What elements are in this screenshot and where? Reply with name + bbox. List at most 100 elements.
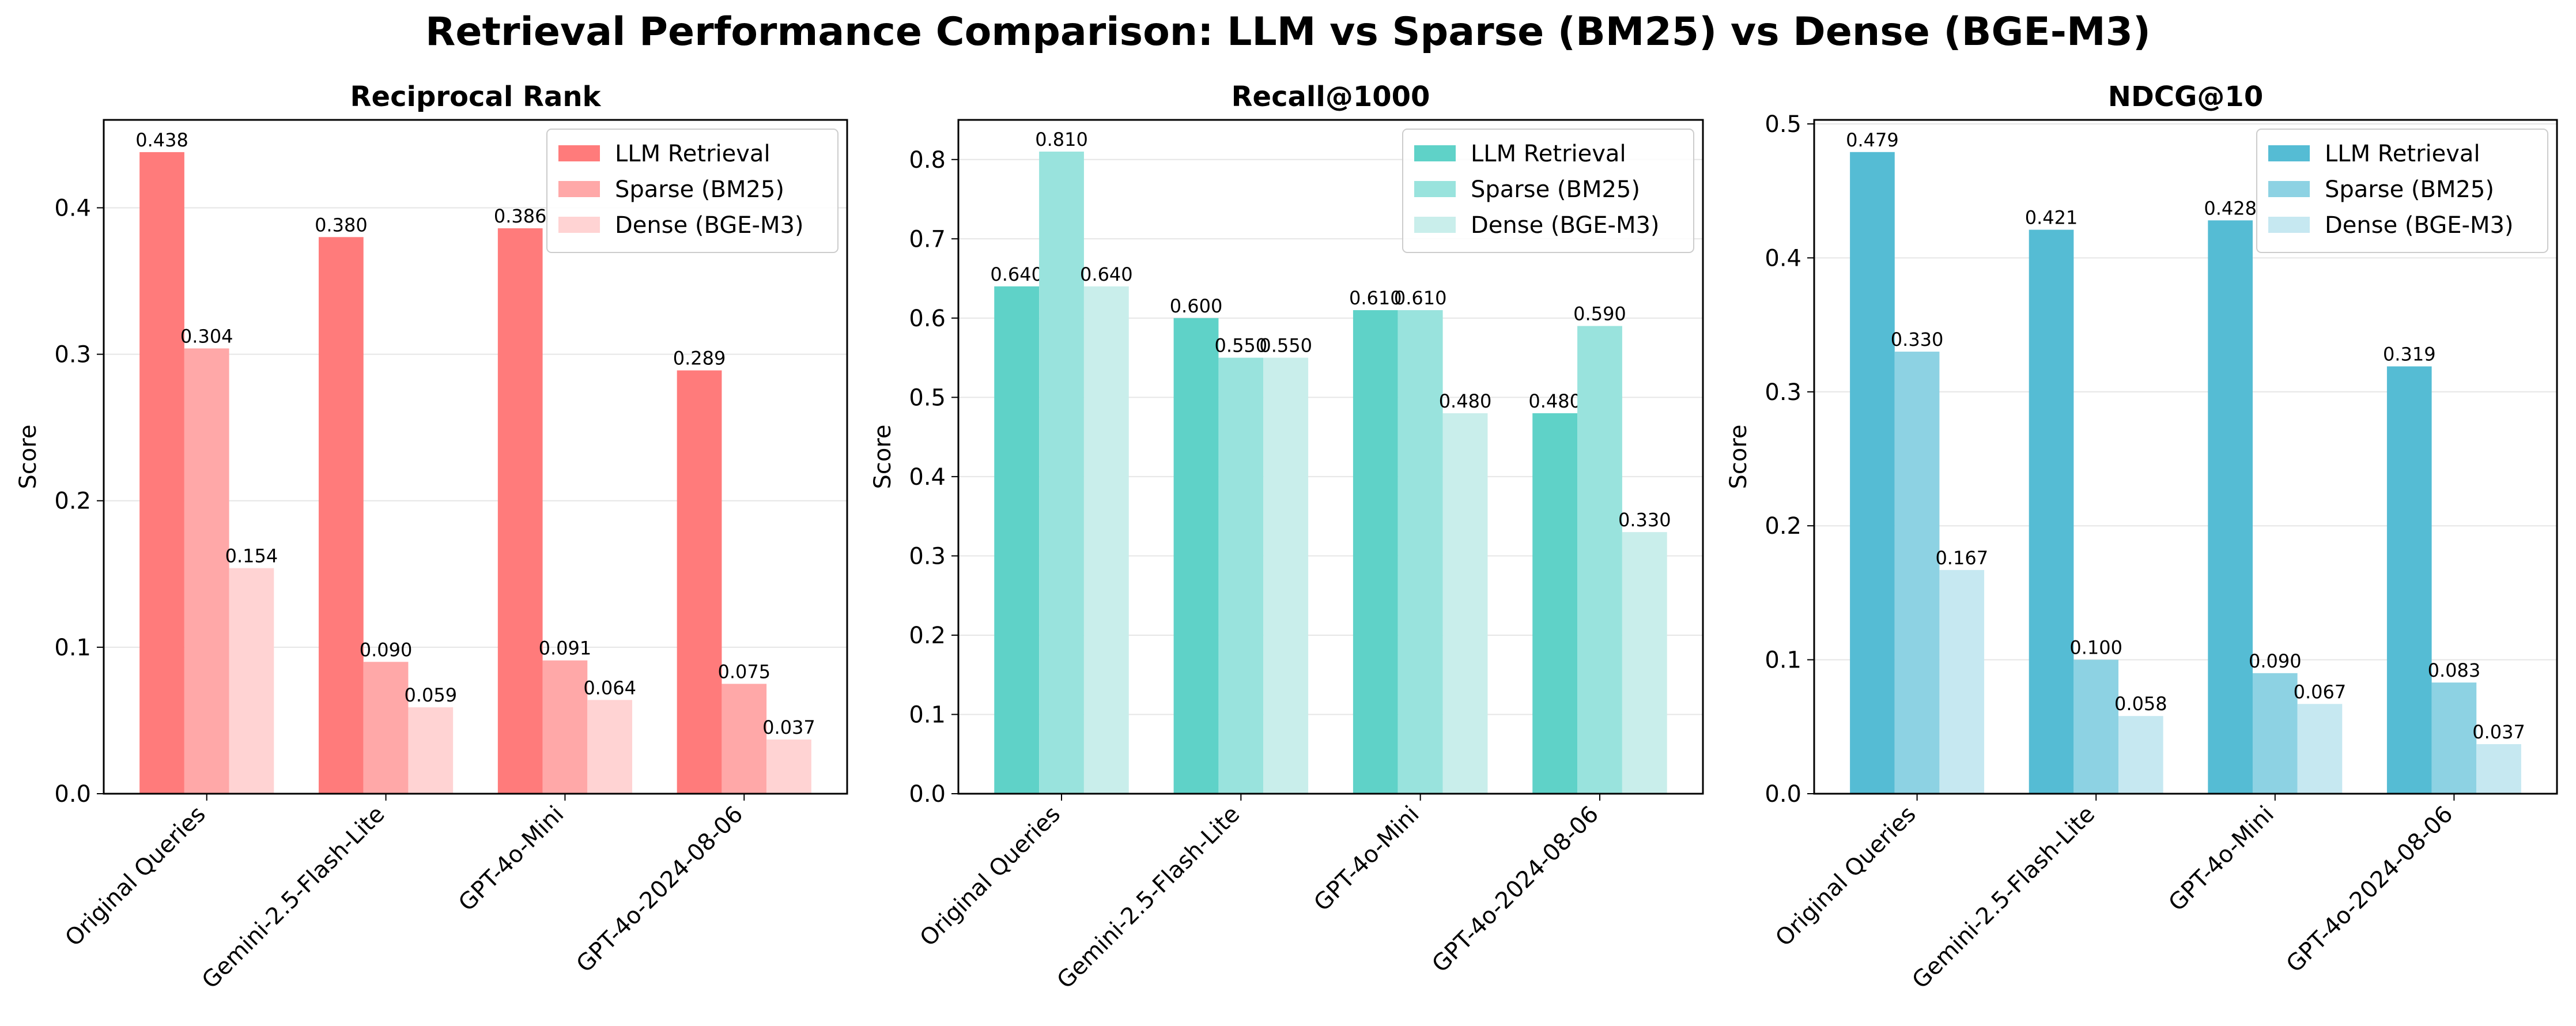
legend-label: Dense (BGE-M3): [1471, 212, 1660, 239]
legend-label: Sparse (BM25): [615, 176, 784, 203]
legend-box: [546, 129, 838, 253]
y-tick-label: 0.0: [909, 781, 946, 808]
legend-swatch: [2268, 181, 2310, 197]
y-tick-label: 0.3: [909, 543, 946, 569]
legend-swatch: [558, 145, 600, 161]
y-tick-label: 0.2: [1765, 513, 1801, 540]
legend-label: LLM Retrieval: [1471, 141, 1626, 167]
bar: [2118, 716, 2163, 794]
axes-frame: [957, 119, 1704, 795]
bar-value-label: 0.810: [1035, 129, 1088, 150]
bar-value-label: 0.428: [2204, 197, 2257, 219]
y-tick-label: 0.1: [54, 635, 91, 661]
legend-label: Sparse (BM25): [1471, 176, 1640, 203]
bar-value-label: 0.058: [2114, 693, 2167, 715]
y-tick-label: 0.8: [909, 147, 946, 173]
legend-label: Dense (BGE-M3): [615, 212, 804, 239]
bar-value-label: 0.590: [1573, 303, 1626, 325]
bar: [677, 370, 722, 794]
y-tick-label: 0.4: [54, 195, 91, 221]
bar-value-label: 0.330: [1891, 329, 1944, 350]
y-tick-label: 0.0: [1765, 781, 1801, 808]
bar: [1850, 152, 1895, 794]
bar-value-label: 0.083: [2428, 659, 2481, 681]
bar: [2431, 682, 2477, 794]
bar-value-label: 0.380: [315, 214, 368, 236]
bar-value-label: 0.090: [360, 639, 413, 661]
y-axis-label: Score: [1725, 424, 1752, 489]
y-tick-label: 0.0: [54, 781, 91, 808]
bar-value-label: 0.438: [135, 129, 188, 151]
bar-value-label: 0.059: [404, 684, 457, 706]
legend-swatch: [2268, 145, 2310, 161]
bar: [1397, 310, 1443, 794]
bar: [184, 348, 229, 794]
legend-label: Dense (BGE-M3): [2325, 212, 2514, 239]
bar-value-label: 0.479: [1846, 129, 1899, 151]
y-axis-label: Score: [15, 424, 41, 489]
bar-value-label: 0.421: [2025, 207, 2078, 229]
bar: [722, 684, 767, 794]
bar-value-label: 0.090: [2249, 650, 2302, 672]
legend-swatch: [1414, 181, 1456, 197]
legend-box: [2256, 129, 2548, 253]
y-tick-label: 0.3: [54, 342, 91, 368]
bar: [2297, 704, 2343, 794]
bar-value-label: 0.167: [1935, 547, 1988, 569]
axes-frame: [1813, 119, 2558, 795]
chart-panel-1: 0.0 0.1 0.2 0.3 0.4 0.438 0.380 0.386 0.289 0.304…: [15, 81, 848, 994]
bar-value-label: 0.304: [180, 325, 233, 347]
bar: [2476, 744, 2521, 794]
bar-value-label: 0.067: [2294, 681, 2347, 703]
bar-value-label: 0.610: [1349, 287, 1402, 309]
bar: [542, 660, 588, 794]
bar-value-label: 0.480: [1528, 390, 1581, 412]
bar: [408, 707, 454, 794]
bar: [1577, 326, 1622, 794]
legend-swatch: [1414, 145, 1456, 161]
y-tick-label: 0.1: [909, 701, 946, 728]
y-tick-label: 0.1: [1765, 647, 1801, 674]
bar-value-label: 0.075: [717, 661, 770, 682]
bar-value-label: 0.610: [1394, 287, 1447, 309]
bar: [1622, 532, 1667, 794]
axes-frame: [103, 119, 848, 795]
bar: [2073, 659, 2119, 794]
bar: [363, 662, 409, 794]
bar: [994, 286, 1040, 794]
legend-swatch: [2268, 217, 2310, 233]
y-tick-label: 0.7: [909, 226, 946, 252]
bar: [2252, 673, 2298, 794]
bar-value-label: 0.386: [494, 205, 547, 227]
panel-title: NDCG@10: [2108, 81, 2263, 113]
bar-value-label: 0.600: [1170, 295, 1223, 317]
bar: [766, 739, 811, 794]
legend-swatch: [1414, 217, 1456, 233]
bar-value-label: 0.289: [673, 348, 726, 369]
bar-value-label: 0.330: [1618, 509, 1671, 531]
y-tick-label: 0.4: [1765, 245, 1801, 271]
panel-title: Reciprocal Rank: [350, 81, 602, 113]
y-tick-label: 0.4: [909, 464, 946, 491]
bar: [2029, 229, 2074, 794]
bar: [1442, 413, 1488, 794]
bar: [1939, 569, 1985, 794]
y-axis-label: Score: [870, 424, 896, 489]
bar: [1353, 310, 1398, 794]
chart-panel-2: 0.0 0.1 0.2 0.3 0.4 0.5 0.6 0.7 0.8 0.640 0.600 0.6…: [870, 81, 1704, 994]
bar: [1263, 357, 1309, 794]
bar-value-label: 0.480: [1439, 390, 1492, 412]
bar-value-label: 0.100: [2069, 637, 2122, 659]
legend-swatch: [558, 217, 600, 233]
legend: LLM Retrieval Sparse (BM25) Dense (BGE-M3): [2256, 129, 2548, 253]
legend-label: LLM Retrieval: [2325, 141, 2480, 167]
y-tick-label: 0.5: [909, 384, 946, 411]
bar-value-label: 0.154: [225, 545, 278, 567]
legend-label: LLM Retrieval: [615, 141, 770, 167]
panel-title: Recall@1000: [1232, 81, 1430, 113]
legend-swatch: [558, 181, 600, 197]
bar: [229, 568, 274, 794]
bar: [1173, 318, 1219, 794]
bar-value-label: 0.550: [1215, 335, 1268, 357]
